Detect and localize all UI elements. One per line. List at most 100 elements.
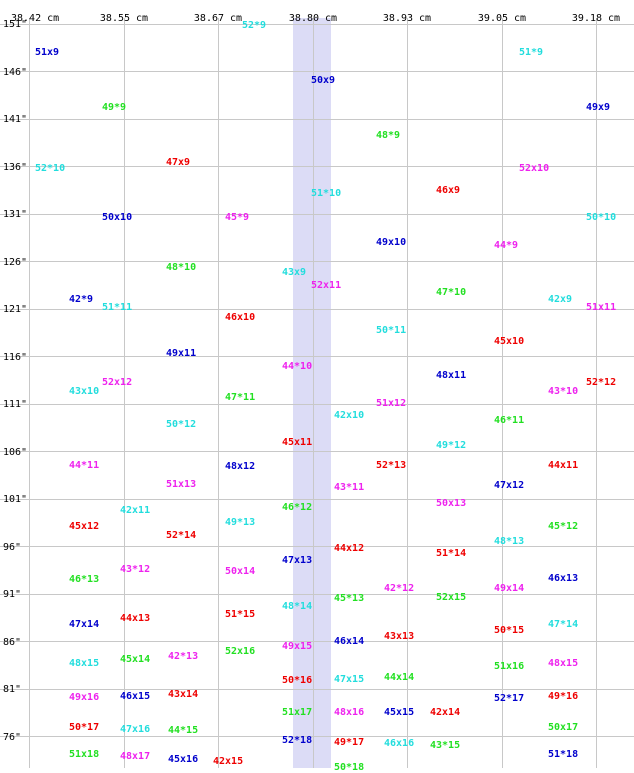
grid-label: 42x9	[548, 294, 573, 305]
grid-label: 43*12	[120, 564, 151, 575]
grid-vline	[502, 18, 503, 768]
grid-label: 46*11	[494, 415, 525, 426]
grid-label: 50x13	[436, 498, 467, 509]
grid-label: 51x9	[35, 47, 60, 58]
grid-label: 52x16	[225, 646, 256, 657]
y-axis-label: 91"	[3, 589, 22, 600]
grid-label: 47x9	[166, 157, 191, 168]
grid-label: 52*13	[376, 460, 407, 471]
grid-label: 52x12	[102, 377, 133, 388]
grid-label: 52x10	[519, 163, 550, 174]
grid-label: 51*11	[102, 302, 133, 313]
y-axis-label: 111"	[3, 399, 28, 410]
y-axis-label: 101"	[3, 494, 28, 505]
grid-label: 46x16	[384, 738, 415, 749]
grid-vline	[313, 18, 314, 768]
grid-hline	[0, 499, 634, 500]
y-axis-label: 151"	[3, 19, 28, 30]
grid-hline	[0, 261, 634, 262]
grid-label: 44*9	[494, 240, 519, 251]
grid-label: 44*11	[69, 460, 100, 471]
grid-label: 46x13	[548, 573, 579, 584]
highlight-band	[293, 18, 331, 768]
grid-label: 43x9	[282, 267, 307, 278]
grid-label: 42*13	[168, 651, 199, 662]
grid-label: 49x9	[586, 102, 611, 113]
grid-vline	[218, 18, 219, 768]
grid-label: 51x11	[586, 302, 617, 313]
grid-label: 45x10	[494, 336, 525, 347]
grid-label: 47*11	[225, 392, 256, 403]
grid-label: 42x14	[430, 707, 461, 718]
grid-label: 49x16	[69, 692, 100, 703]
grid-hline	[0, 214, 634, 215]
grid-label: 49*17	[334, 737, 365, 748]
grid-hline	[0, 641, 634, 642]
grid-label: 51x17	[282, 707, 313, 718]
grid-label: 50*12	[166, 419, 197, 430]
grid-label: 50x17	[548, 722, 579, 733]
grid-label: 44x12	[334, 543, 365, 554]
grid-label: 48x11	[436, 370, 467, 381]
grid-label: 48*13	[494, 536, 525, 547]
grid-label: 49x15	[282, 641, 313, 652]
grid-label: 50*11	[376, 325, 407, 336]
grid-label: 46*12	[282, 502, 313, 513]
y-axis-label: 146"	[3, 67, 28, 78]
grid-label: 42x15	[213, 756, 244, 767]
grid-label: 49*12	[436, 440, 467, 451]
grid-label: 45x12	[69, 521, 100, 532]
x-axis-label: 39.18 cm	[571, 13, 621, 24]
grid-label: 51x16	[494, 661, 525, 672]
grid-label: 45*13	[334, 593, 365, 604]
grid-hline	[0, 71, 634, 72]
grid-label: 43x13	[384, 631, 415, 642]
grid-label: 52*18	[282, 735, 313, 746]
grid-label: 48x15	[69, 658, 100, 669]
grid-label: 50*17	[69, 722, 100, 733]
y-axis-label: 96"	[3, 542, 22, 553]
grid-hline	[0, 736, 634, 737]
y-axis-label: 76"	[3, 732, 22, 743]
grid-label: 46x15	[120, 691, 151, 702]
grid-hline	[0, 689, 634, 690]
grid-label: 52*14	[166, 530, 197, 541]
grid-label: 49*13	[225, 517, 256, 528]
grid-label: 50*10	[586, 212, 617, 223]
grid-hline	[0, 546, 634, 547]
grid-hline	[0, 594, 634, 595]
grid-label: 42*12	[384, 583, 415, 594]
grid-hline	[0, 166, 634, 167]
grid-label: 51x13	[166, 479, 197, 490]
grid-label: 44x11	[548, 460, 579, 471]
grid-label: 45*9	[225, 212, 250, 223]
y-axis-label: 106"	[3, 447, 28, 458]
x-axis-label: 38.67 cm	[193, 13, 243, 24]
grid-label: 49x14	[494, 583, 525, 594]
grid-label: 42x10	[334, 410, 365, 421]
grid-vline	[596, 18, 597, 768]
grid-label: 47x14	[69, 619, 100, 630]
grid-label: 46x14	[334, 636, 365, 647]
grid-label: 52*10	[35, 163, 66, 174]
grid-label: 51*18	[548, 749, 579, 760]
grid-label: 51*10	[311, 188, 342, 199]
grid-label: 49x10	[376, 237, 407, 248]
grid-label: 42*9	[69, 294, 94, 305]
grid-label: 47x16	[120, 724, 151, 735]
grid-label: 51*9	[519, 47, 544, 58]
grid-label: 48x17	[120, 751, 151, 762]
grid-label: 43*11	[334, 482, 365, 493]
grid-hline	[0, 119, 634, 120]
grid-label: 47x12	[494, 480, 525, 491]
grid-label: 51x12	[376, 398, 407, 409]
y-axis-label: 136"	[3, 162, 28, 173]
grid-label: 48x12	[225, 461, 256, 472]
grid-label: 50x9	[311, 75, 336, 86]
grid-label: 48*9	[376, 130, 401, 141]
grid-label: 45x15	[384, 707, 415, 718]
grid-label: 50*16	[282, 675, 313, 686]
grid-label: 52*9	[242, 20, 267, 31]
grid-label: 44x13	[120, 613, 151, 624]
